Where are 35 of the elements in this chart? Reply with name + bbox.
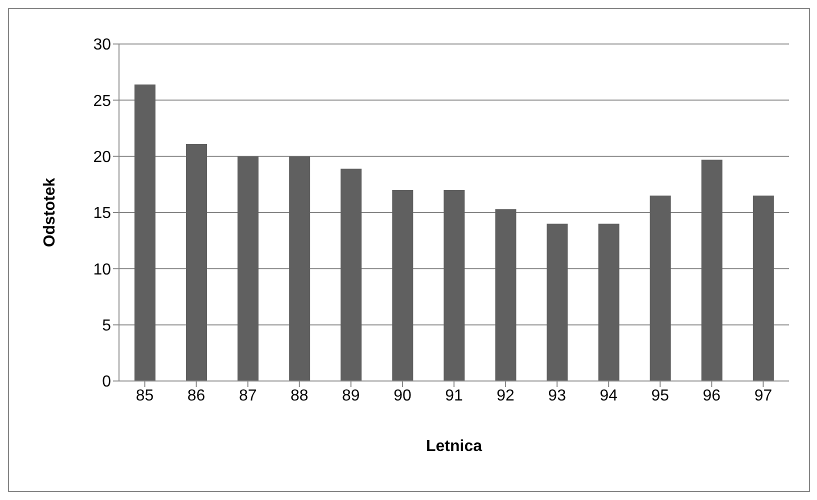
bar xyxy=(186,144,207,381)
bar xyxy=(134,84,156,381)
bar xyxy=(701,160,722,381)
x-tick-label: 87 xyxy=(238,387,257,404)
bar xyxy=(650,196,671,381)
x-tick-label: 94 xyxy=(600,387,618,404)
x-tick-label: 91 xyxy=(445,387,463,404)
bar xyxy=(392,190,414,381)
bar xyxy=(752,196,774,381)
x-axis-title: Letnica xyxy=(426,438,482,455)
x-tick-label: 96 xyxy=(702,387,721,404)
x-tick-label: 85 xyxy=(136,387,154,404)
x-tick-label: 97 xyxy=(754,387,772,404)
x-tick-label: 88 xyxy=(290,387,308,404)
x-tick-label: 89 xyxy=(342,387,360,404)
y-tick-label: 15 xyxy=(93,205,112,222)
x-tick-label: 92 xyxy=(496,387,515,404)
bar xyxy=(546,224,568,381)
bar xyxy=(444,190,465,381)
x-tick-label: 86 xyxy=(187,387,206,404)
y-tick-label: 5 xyxy=(102,318,112,335)
y-tick-label: 0 xyxy=(102,374,112,391)
bar xyxy=(289,156,310,381)
y-tick-label: 20 xyxy=(93,149,112,166)
x-tick-label: 95 xyxy=(651,387,670,404)
bar xyxy=(238,156,259,381)
bar xyxy=(340,168,362,381)
x-tick-label: 93 xyxy=(548,387,566,404)
y-tick-label: 10 xyxy=(93,261,112,278)
y-tick-label: 30 xyxy=(93,36,112,54)
x-tick-label: 90 xyxy=(394,387,412,404)
y-tick-label: 25 xyxy=(93,92,112,110)
bar xyxy=(598,224,620,381)
bar xyxy=(495,209,516,381)
y-axis-title: Odstotek xyxy=(42,178,59,248)
